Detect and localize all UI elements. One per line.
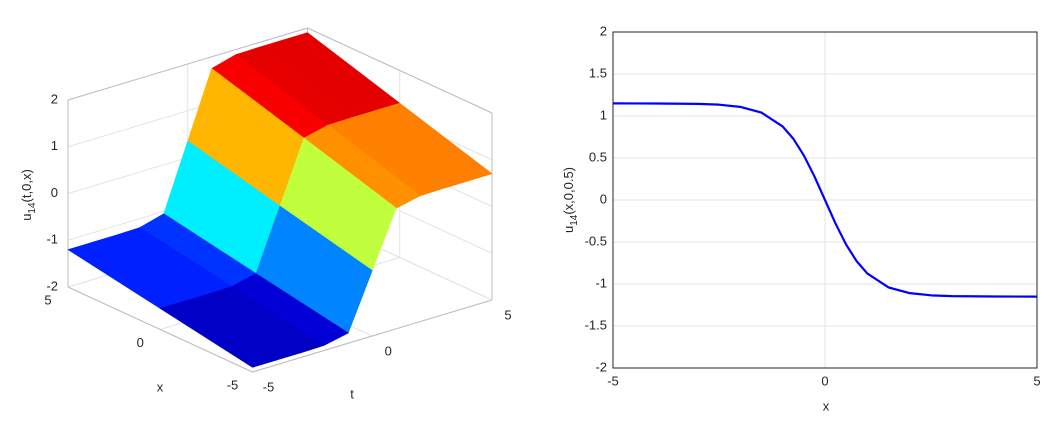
z-axis-label: u14(t,0,x) [19, 169, 37, 221]
axis-line [67, 27, 308, 101]
data-line [612, 102, 1038, 298]
y-tick-label: -1 [595, 275, 607, 290]
y-tick-label: -0.5 [585, 233, 607, 248]
x-tick-label: 0 [821, 373, 828, 388]
z-tick-label: 2 [51, 91, 58, 106]
axis-line [67, 286, 253, 373]
x-tick-label: -5 [227, 377, 239, 392]
y-tick-label: 0 [600, 191, 607, 206]
surface-patch [159, 300, 278, 368]
axis-line [252, 299, 493, 373]
plot-frame [612, 31, 1038, 369]
x-axis-label: x [823, 398, 830, 413]
x-tick-label: -5 [607, 373, 619, 388]
y-tick-label: 0.5 [589, 149, 607, 164]
z-tick-label: 1 [51, 138, 58, 153]
y-tick-label: 1.5 [589, 65, 607, 80]
x-axis-label: x [157, 379, 164, 394]
label-sub: 14 [27, 202, 38, 214]
y-tick-label: 1 [600, 107, 607, 122]
y-tick-label: -2 [595, 359, 607, 374]
y-tick-label: 2 [600, 23, 607, 38]
label-sub: 14 [569, 214, 580, 226]
y-axis-label: u14(x,0,0.5) [561, 167, 579, 233]
x-tick-label: 0 [137, 335, 144, 350]
t-tick-label: -5 [263, 379, 275, 394]
z-tick-label: 0 [51, 185, 58, 200]
x-tick-label: 5 [1033, 373, 1040, 388]
x-tick-label: 5 [44, 292, 51, 307]
t-axis-label: t [350, 386, 354, 401]
z-tick-label: -2 [46, 278, 58, 293]
axis-line [307, 27, 493, 114]
t-tick-label: 0 [385, 343, 392, 358]
label-part: (x,0,0.5) [561, 167, 576, 215]
y-tick-label: -1.5 [585, 317, 607, 332]
label-part: (t,0,x) [19, 169, 34, 202]
label-part: u [561, 226, 576, 233]
z-tick-label: -1 [46, 232, 58, 247]
t-tick-label: 5 [504, 307, 511, 322]
label-part: u [19, 214, 34, 221]
